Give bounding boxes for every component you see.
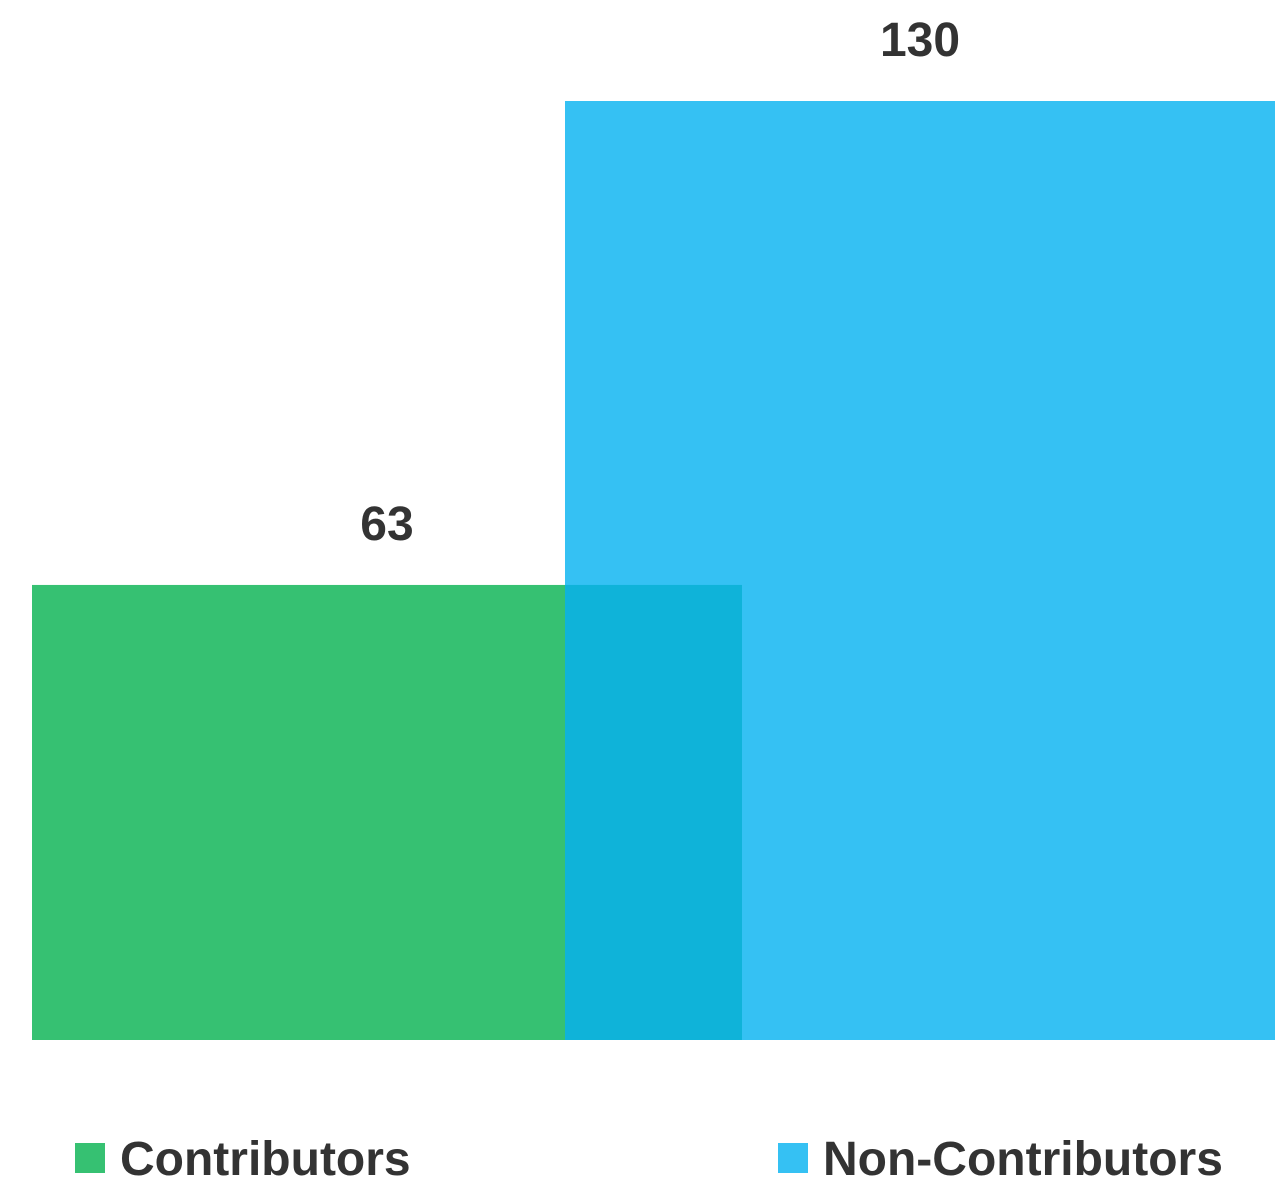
bar-overlap bbox=[565, 584, 742, 1040]
legend-label: Contributors bbox=[120, 1133, 411, 1186]
value-label: 130 bbox=[880, 14, 960, 67]
legend-swatch bbox=[75, 1143, 105, 1173]
legend-swatch bbox=[778, 1143, 808, 1173]
value-label: 63 bbox=[360, 498, 413, 551]
legend-label: Non-Contributors bbox=[823, 1133, 1223, 1186]
